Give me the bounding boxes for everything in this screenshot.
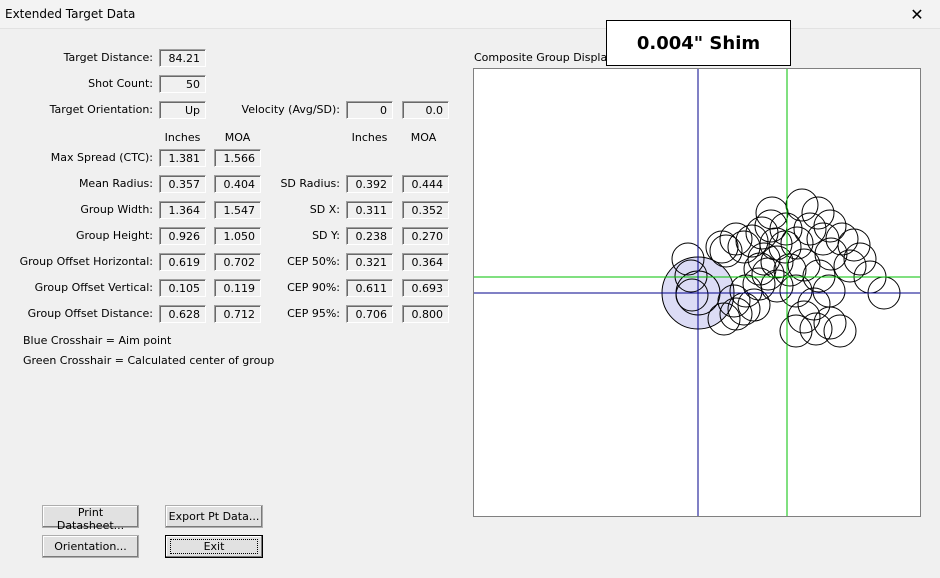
shot-hole xyxy=(759,227,793,261)
shot-hole xyxy=(743,252,777,286)
shot-hole xyxy=(768,230,802,264)
shot-hole xyxy=(813,306,847,340)
sd-radius-label: SD Radius: xyxy=(280,177,340,190)
target-distance-label: Target Distance: xyxy=(63,51,153,64)
sd-radius-moa: 0.444 xyxy=(402,175,449,193)
shot-hole xyxy=(793,212,827,246)
right-inches-header: Inches xyxy=(351,131,388,144)
group-offset-distance-label: Group Offset Distance: xyxy=(27,307,153,320)
velocity-sd-value: 0.0 xyxy=(402,101,449,119)
group-height-moa: 1.050 xyxy=(214,227,261,245)
orientation-button[interactable]: Orientation... xyxy=(42,535,139,558)
shot-hole xyxy=(719,297,753,331)
mean-radius-inches: 0.357 xyxy=(159,175,206,193)
cep-95-moa: 0.800 xyxy=(402,305,449,323)
sd-y-moa: 0.270 xyxy=(402,227,449,245)
max-spread-label: Max Spread (CTC): xyxy=(50,151,153,164)
shot-count-label: Shot Count: xyxy=(88,77,153,90)
left-inches-header: Inches xyxy=(164,131,201,144)
group-offset-vertical-inches: 0.105 xyxy=(159,279,206,297)
shot-hole xyxy=(799,312,833,346)
cep-90-label: CEP 90%: xyxy=(287,281,340,294)
print-datasheet-button[interactable]: Print Datasheet... xyxy=(42,505,139,532)
shot-hole xyxy=(837,228,871,262)
title-bar: Extended Target Data ✕ xyxy=(0,0,940,29)
group-offset-horizontal-label: Group Offset Horizontal: xyxy=(19,255,153,268)
shot-hole xyxy=(806,222,840,256)
group-width-inches: 1.364 xyxy=(159,201,206,219)
group-offset-horizontal-inches: 0.619 xyxy=(159,253,206,271)
shot-hole xyxy=(812,274,846,308)
shot-hole xyxy=(727,292,761,326)
cep-50-label: CEP 50%: xyxy=(287,255,340,268)
velocity-label: Velocity (Avg/SD): xyxy=(241,103,340,116)
group-offset-horizontal-moa: 0.702 xyxy=(214,253,261,271)
cep-90-inches: 0.611 xyxy=(346,279,393,297)
sd-y-inches: 0.238 xyxy=(346,227,393,245)
blue-crosshair-legend: Blue Crosshair = Aim point xyxy=(23,334,172,347)
max-spread-inches: 1.381 xyxy=(159,149,206,167)
shot-hole xyxy=(742,267,776,301)
exit-button[interactable]: Exit xyxy=(165,535,263,558)
group-offset-distance-moa: 0.712 xyxy=(214,305,261,323)
shot-count-value: 50 xyxy=(159,75,206,93)
sd-radius-inches: 0.392 xyxy=(346,175,393,193)
shot-hole xyxy=(674,259,708,293)
shot-hole xyxy=(813,209,847,243)
group-offset-vertical-label: Group Offset Vertical: xyxy=(34,281,153,294)
target-orientation-label: Target Orientation: xyxy=(49,103,153,116)
sd-x-inches: 0.311 xyxy=(346,201,393,219)
shot-hole xyxy=(833,249,867,283)
shot-hole xyxy=(735,224,769,258)
shot-hole xyxy=(779,314,813,348)
group-width-label: Group Width: xyxy=(80,203,153,216)
right-moa-header: MOA xyxy=(410,131,437,144)
exit-focus-rect xyxy=(170,539,258,554)
left-moa-header: MOA xyxy=(224,131,251,144)
group-offset-distance-inches: 0.628 xyxy=(159,305,206,323)
shot-hole xyxy=(717,284,751,318)
shot-hole xyxy=(780,226,814,260)
target-orientation-value: Up xyxy=(159,101,206,119)
cep-50-moa: 0.364 xyxy=(402,253,449,271)
sd-x-moa: 0.352 xyxy=(402,201,449,219)
composite-group-display-label: Composite Group Display xyxy=(474,51,614,64)
group-height-inches: 0.926 xyxy=(159,227,206,245)
window-title: Extended Target Data xyxy=(5,7,136,21)
max-spread-moa: 1.566 xyxy=(214,149,261,167)
cep-90-moa: 0.693 xyxy=(402,279,449,297)
export-pt-data-button[interactable]: Export Pt Data... xyxy=(165,505,263,528)
target-distance-value: 84.21 xyxy=(159,49,206,67)
close-icon[interactable]: ✕ xyxy=(910,4,924,24)
group-plot-canvas xyxy=(474,69,920,516)
group-height-label: Group Height: xyxy=(75,229,153,242)
shot-hole xyxy=(843,242,877,276)
mean-radius-moa: 0.404 xyxy=(214,175,261,193)
green-crosshair-legend: Green Crosshair = Calculated center of g… xyxy=(23,354,275,367)
shim-label: 0.004" Shim xyxy=(606,20,791,66)
shot-hole xyxy=(671,242,705,276)
cep-95-label: CEP 95%: xyxy=(287,307,340,320)
cep-95-inches: 0.706 xyxy=(346,305,393,323)
shot-hole xyxy=(823,314,857,348)
shot-hole xyxy=(709,234,743,268)
shot-hole xyxy=(719,222,753,256)
sd-y-label: SD Y: xyxy=(312,229,340,242)
sd-x-label: SD X: xyxy=(309,203,340,216)
group-width-moa: 1.547 xyxy=(214,201,261,219)
group-offset-vertical-moa: 0.119 xyxy=(214,279,261,297)
shot-hole xyxy=(779,274,813,308)
shot-hole xyxy=(773,253,807,287)
composite-group-display xyxy=(473,68,921,517)
cep-50-inches: 0.321 xyxy=(346,253,393,271)
shot-hole xyxy=(801,196,835,230)
shot-hole xyxy=(785,188,819,222)
mean-radius-label: Mean Radius: xyxy=(78,177,153,190)
velocity-avg-value: 0 xyxy=(346,101,393,119)
exit-button-label: Exit xyxy=(203,540,225,553)
shot-hole xyxy=(760,245,794,279)
shot-hole xyxy=(675,278,709,312)
